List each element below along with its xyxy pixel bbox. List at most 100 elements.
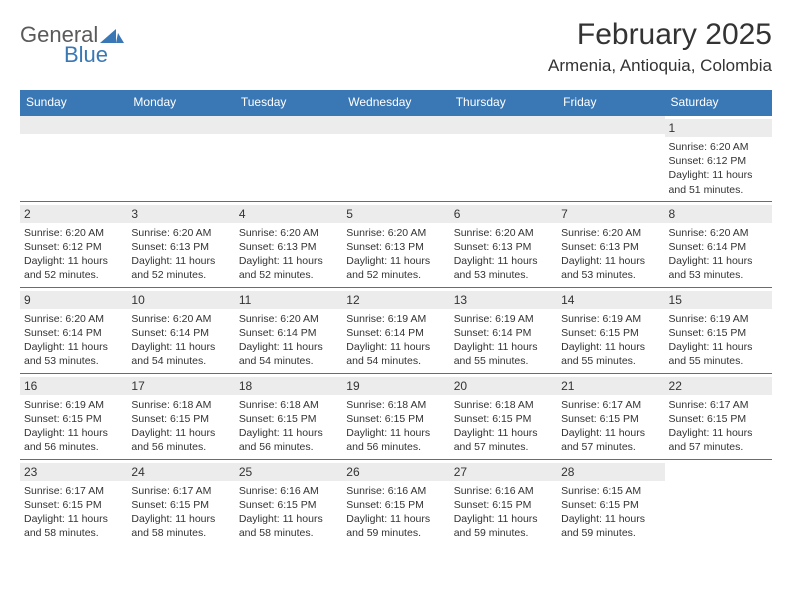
location: Armenia, Antioquia, Colombia	[548, 56, 772, 76]
day-info: Sunrise: 6:19 AMSunset: 6:15 PMDaylight:…	[561, 312, 660, 369]
day-cell: 22Sunrise: 6:17 AMSunset: 6:15 PMDayligh…	[665, 373, 772, 459]
day-info: Sunrise: 6:20 AMSunset: 6:13 PMDaylight:…	[561, 226, 660, 283]
day-number: 25	[235, 463, 342, 481]
day-cell: 16 Sunrise: 6:19 AMSunset: 6:15 PMDayligh…	[20, 373, 127, 459]
day-cell: 8 Sunrise: 6:20 AMSunset: 6:14 PMDaylight…	[665, 201, 772, 287]
day-info: Sunrise: 6:20 AMSunset: 6:13 PMDaylight:…	[346, 226, 445, 283]
day-cell: 2 Sunrise: 6:20 AMSunset: 6:12 PMDaylight…	[20, 201, 127, 287]
week-row: 2 Sunrise: 6:20 AMSunset: 6:12 PMDaylight…	[20, 201, 772, 287]
day-cell	[235, 115, 342, 201]
day-cell: 19Sunrise: 6:18 AMSunset: 6:15 PMDayligh…	[342, 373, 449, 459]
day-number: 15	[665, 291, 772, 309]
day-info: Sunrise: 6:20 AMSunset: 6:13 PMDaylight:…	[239, 226, 338, 283]
day-number: 7	[557, 205, 664, 223]
day-info: Sunrise: 6:17 AMSunset: 6:15 PMDaylight:…	[131, 484, 230, 541]
day-number: 11	[235, 291, 342, 309]
day-info: Sunrise: 6:19 AMSunset: 6:14 PMDaylight:…	[346, 312, 445, 369]
day-info: Sunrise: 6:15 AMSunset: 6:15 PMDaylight:…	[561, 484, 660, 541]
day-number: 18	[235, 377, 342, 395]
day-number: 17	[127, 377, 234, 395]
day-info: Sunrise: 6:18 AMSunset: 6:15 PMDaylight:…	[454, 398, 553, 455]
day-cell: 1 Sunrise: 6:20 AMSunset: 6:12 PMDaylight…	[665, 115, 772, 201]
day-info: Sunrise: 6:17 AMSunset: 6:15 PMDaylight:…	[24, 484, 123, 541]
header: GeneralBlue February 2025 Armenia, Antio…	[20, 18, 772, 76]
day-info: Sunrise: 6:18 AMSunset: 6:15 PMDaylight:…	[239, 398, 338, 455]
day-number: 16	[20, 377, 127, 395]
day-cell: 12 Sunrise: 6:19 AMSunset: 6:14 PMDayligh…	[342, 287, 449, 373]
day-info: Sunrise: 6:20 AMSunset: 6:14 PMDaylight:…	[669, 226, 768, 283]
day-cell: 10 Sunrise: 6:20 AMSunset: 6:14 PMDayligh…	[127, 287, 234, 373]
week-row: 1 Sunrise: 6:20 AMSunset: 6:12 PMDaylight…	[20, 115, 772, 201]
day-cell: 28 Sunrise: 6:15 AMSunset: 6:15 PMDayligh…	[557, 459, 664, 545]
day-cell: 20 Sunrise: 6:18 AMSunset: 6:15 PMDayligh…	[450, 373, 557, 459]
day-cell: 26Sunrise: 6:16 AMSunset: 6:15 PMDayligh…	[342, 459, 449, 545]
weekday-header: Sunday	[20, 90, 127, 115]
day-cell: 14 Sunrise: 6:19 AMSunset: 6:15 PMDayligh…	[557, 287, 664, 373]
day-cell: 6 Sunrise: 6:20 AMSunset: 6:13 PMDaylight…	[450, 201, 557, 287]
empty-day-bar	[127, 116, 234, 134]
day-cell: 25Sunrise: 6:16 AMSunset: 6:15 PMDayligh…	[235, 459, 342, 545]
day-cell	[342, 115, 449, 201]
day-cell	[20, 115, 127, 201]
day-number: 19	[342, 377, 449, 395]
day-cell: 17 Sunrise: 6:18 AMSunset: 6:15 PMDayligh…	[127, 373, 234, 459]
day-number: 5	[342, 205, 449, 223]
day-number: 9	[20, 291, 127, 309]
day-number: 8	[665, 205, 772, 223]
day-number: 22	[665, 377, 772, 395]
day-number: 4	[235, 205, 342, 223]
day-number: 13	[450, 291, 557, 309]
day-info: Sunrise: 6:20 AMSunset: 6:13 PMDaylight:…	[131, 226, 230, 283]
day-info: Sunrise: 6:20 AMSunset: 6:14 PMDaylight:…	[131, 312, 230, 369]
day-cell: 23 Sunrise: 6:17 AMSunset: 6:15 PMDayligh…	[20, 459, 127, 545]
day-info: Sunrise: 6:18 AMSunset: 6:15 PMDaylight:…	[131, 398, 230, 455]
day-cell: 3 Sunrise: 6:20 AMSunset: 6:13 PMDaylight…	[127, 201, 234, 287]
day-number: 23	[20, 463, 127, 481]
day-info: Sunrise: 6:20 AMSunset: 6:14 PMDaylight:…	[239, 312, 338, 369]
week-row: 9Sunrise: 6:20 AMSunset: 6:14 PMDaylight…	[20, 287, 772, 373]
day-number: 20	[450, 377, 557, 395]
day-number: 27	[450, 463, 557, 481]
day-number: 28	[557, 463, 664, 481]
day-cell: 24Sunrise: 6:17 AMSunset: 6:15 PMDayligh…	[127, 459, 234, 545]
weekday-header: Thursday	[450, 90, 557, 115]
week-row: 16 Sunrise: 6:19 AMSunset: 6:15 PMDayligh…	[20, 373, 772, 459]
day-info: Sunrise: 6:20 AMSunset: 6:12 PMDaylight:…	[24, 226, 123, 283]
calendar-table: SundayMondayTuesdayWednesdayThursdayFrid…	[20, 90, 772, 545]
day-cell: 9 Sunrise: 6:20 AMSunset: 6:14 PMDaylight…	[20, 287, 127, 373]
weekday-header: Monday	[127, 90, 234, 115]
day-cell: 7 Sunrise: 6:20 AMSunset: 6:13 PMDaylight…	[557, 201, 664, 287]
day-cell	[665, 459, 772, 545]
logo-text-blue: Blue	[64, 42, 126, 68]
logo: GeneralBlue	[20, 18, 126, 68]
empty-day-bar	[20, 116, 127, 134]
day-cell	[450, 115, 557, 201]
empty-day-bar	[235, 116, 342, 134]
day-number: 6	[450, 205, 557, 223]
day-cell	[127, 115, 234, 201]
day-info: Sunrise: 6:17 AMSunset: 6:15 PMDaylight:…	[561, 398, 660, 455]
calendar-body: 1 Sunrise: 6:20 AMSunset: 6:12 PMDaylight…	[20, 115, 772, 545]
empty-day-bar	[342, 116, 449, 134]
day-number: 2	[20, 205, 127, 223]
day-cell: 15 Sunrise: 6:19 AMSunset: 6:15 PMDayligh…	[665, 287, 772, 373]
month-title: February 2025	[548, 18, 772, 52]
day-number: 10	[127, 291, 234, 309]
title-block: February 2025 Armenia, Antioquia, Colomb…	[548, 18, 772, 76]
day-number: 1	[665, 119, 772, 137]
day-number: 14	[557, 291, 664, 309]
day-number: 3	[127, 205, 234, 223]
day-info: Sunrise: 6:20 AMSunset: 6:12 PMDaylight:…	[669, 140, 768, 197]
day-cell	[557, 115, 664, 201]
day-info: Sunrise: 6:20 AMSunset: 6:14 PMDaylight:…	[24, 312, 123, 369]
weekday-header: Wednesday	[342, 90, 449, 115]
day-info: Sunrise: 6:19 AMSunset: 6:14 PMDaylight:…	[454, 312, 553, 369]
day-info: Sunrise: 6:19 AMSunset: 6:15 PMDaylight:…	[669, 312, 768, 369]
calendar-header-row: SundayMondayTuesdayWednesdayThursdayFrid…	[20, 90, 772, 115]
day-info: Sunrise: 6:20 AMSunset: 6:13 PMDaylight:…	[454, 226, 553, 283]
empty-day-bar	[557, 116, 664, 134]
day-number: 21	[557, 377, 664, 395]
day-number: 12	[342, 291, 449, 309]
day-info: Sunrise: 6:19 AMSunset: 6:15 PMDaylight:…	[24, 398, 123, 455]
week-row: 23Sunrise: 6:17 AMSunset: 6:15 PMDayligh…	[20, 459, 772, 545]
